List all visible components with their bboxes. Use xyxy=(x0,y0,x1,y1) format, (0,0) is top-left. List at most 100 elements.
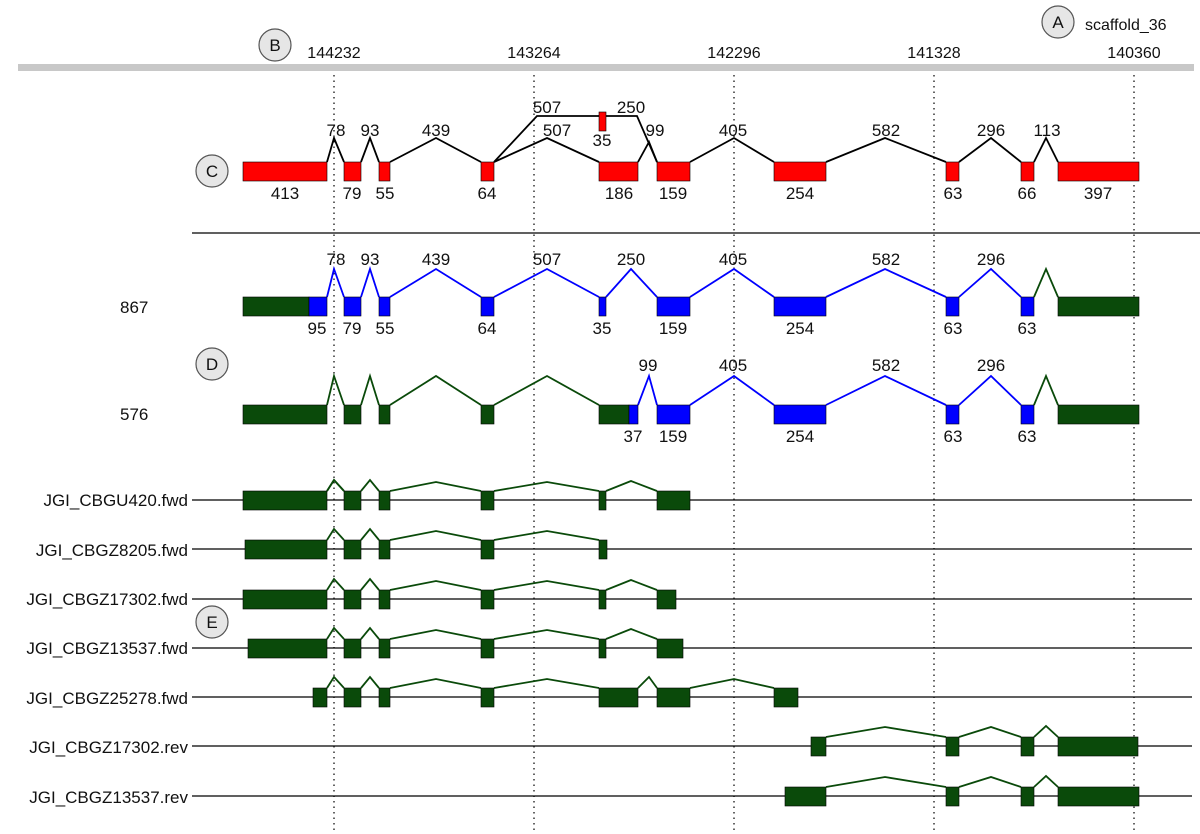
est-exon xyxy=(656,589,677,610)
intron-line xyxy=(1033,266,1059,298)
exon-length-label: 79 xyxy=(343,319,362,338)
transcript-label: 576 xyxy=(120,405,148,424)
intron-length-label: 296 xyxy=(977,250,1005,269)
intron-line xyxy=(493,115,599,163)
est-exon xyxy=(656,490,691,511)
intron-line xyxy=(389,374,482,406)
intron-length-label: 582 xyxy=(872,356,900,375)
est-exon xyxy=(378,539,391,560)
exon-length-label: 159 xyxy=(659,427,687,446)
est-exon xyxy=(773,687,799,708)
est-introns xyxy=(326,577,658,591)
vertical-guides xyxy=(333,75,1135,834)
marker-letter: C xyxy=(206,162,218,181)
utr-block xyxy=(242,296,310,317)
reference-model: 413 79 55 64 35 186 159 254 63 66 397 78… xyxy=(242,98,1140,203)
scale-tick-label: 141328 xyxy=(907,45,960,62)
marker-letter: B xyxy=(269,36,280,55)
intron-length-label: 93 xyxy=(361,121,380,140)
intron-line xyxy=(958,136,1022,163)
reference-introns xyxy=(326,115,1059,163)
exon-length-label: 159 xyxy=(659,184,687,203)
marker-d: D xyxy=(195,347,229,381)
est-exon xyxy=(343,687,362,708)
utr-block xyxy=(1057,296,1140,317)
intron-line xyxy=(689,374,775,406)
est-label: JGI_CBGZ17302.fwd xyxy=(26,590,188,609)
intron-length-label: 582 xyxy=(872,121,900,140)
est-exon xyxy=(656,638,684,659)
exon-length-label: 37 xyxy=(624,427,643,446)
intron-line xyxy=(493,374,600,406)
marker-letter: A xyxy=(1052,13,1064,32)
exon-length-label: 159 xyxy=(659,319,687,338)
est-exon xyxy=(378,589,391,610)
scaffold-label: scaffold_36 xyxy=(1085,17,1167,34)
intron-line xyxy=(360,135,380,163)
intron-line xyxy=(326,372,345,406)
intron-length-label: 405 xyxy=(719,250,747,269)
exon-block xyxy=(598,111,607,132)
est-exon xyxy=(598,589,607,610)
marker-letter: E xyxy=(206,613,217,632)
cds-block xyxy=(343,296,362,317)
est-exon xyxy=(480,490,495,511)
exon-block xyxy=(773,161,827,182)
intron-line xyxy=(493,137,600,163)
cds-block xyxy=(656,296,691,317)
intron-line xyxy=(360,266,380,298)
exon-block xyxy=(378,161,391,182)
exon-length-label: 64 xyxy=(478,184,497,203)
intron-length-label: 296 xyxy=(977,121,1005,140)
intron-line xyxy=(389,136,482,163)
exon-block xyxy=(598,161,639,182)
est-label: JGI_CBGZ13537.rev xyxy=(29,788,188,807)
cds-block xyxy=(1020,296,1035,317)
exon-block xyxy=(480,161,495,182)
exon-block xyxy=(1020,161,1035,182)
utr-block xyxy=(598,404,630,425)
exon-length-label: 254 xyxy=(786,184,814,203)
est-exon xyxy=(343,638,362,659)
intron-length-label: 99 xyxy=(639,356,658,375)
est-exon xyxy=(247,638,328,659)
intron-length-label: 582 xyxy=(872,250,900,269)
exon-length-label: 64 xyxy=(478,319,497,338)
intron-line xyxy=(326,135,345,163)
marker-b: B xyxy=(258,28,292,62)
est-exon xyxy=(598,539,608,560)
intron-length-label: 250 xyxy=(617,98,645,117)
intron-line xyxy=(1033,135,1059,163)
est-exon xyxy=(1057,736,1139,757)
est-label: JGI_CBGZ17302.rev xyxy=(29,738,188,757)
exon-length-label: 35 xyxy=(593,319,612,338)
exon-length-label: 63 xyxy=(1018,319,1037,338)
est-introns xyxy=(326,527,600,541)
est-exon xyxy=(244,539,328,560)
est-exon xyxy=(1020,786,1035,807)
est-exon xyxy=(242,589,328,610)
intron-length-label: 507 xyxy=(533,98,561,117)
scale-bar xyxy=(18,64,1194,71)
intron-line xyxy=(958,374,1022,406)
utr-block xyxy=(480,404,495,425)
est-introns xyxy=(825,724,1059,738)
est-introns xyxy=(326,626,658,640)
est-exon xyxy=(1057,786,1140,807)
exon-length-label: 186 xyxy=(605,184,633,203)
intron-line xyxy=(825,137,947,163)
est-exon xyxy=(598,638,607,659)
est-exon xyxy=(656,687,691,708)
est-exon xyxy=(598,490,607,511)
est-exon xyxy=(378,638,391,659)
est-introns xyxy=(825,774,1059,788)
est-track: JGI_CBGZ17302.fwd xyxy=(26,577,1192,610)
cds-block xyxy=(598,296,607,317)
intron-length-label: 113 xyxy=(1033,121,1060,140)
scale-tick-label: 142296 xyxy=(707,45,760,62)
intron-line xyxy=(1033,373,1059,406)
intron-line xyxy=(958,267,1022,298)
intron-length-label: 405 xyxy=(719,356,747,375)
cds-block xyxy=(773,296,827,317)
est-exon xyxy=(242,490,328,511)
